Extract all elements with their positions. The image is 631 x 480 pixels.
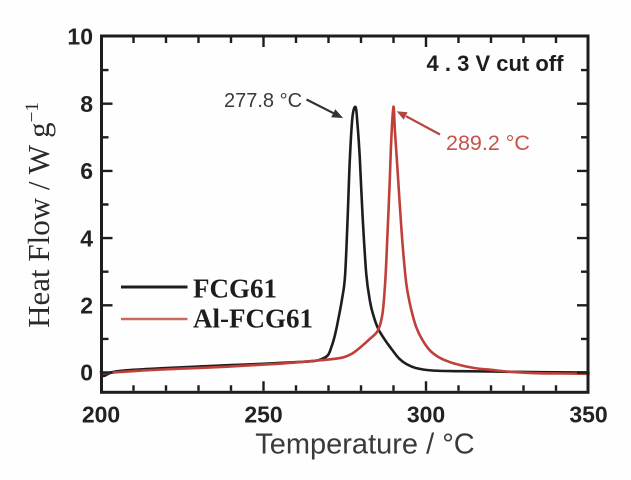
svg-text:6: 6 [80, 158, 93, 184]
svg-text:300: 300 [407, 402, 445, 428]
svg-text:0: 0 [80, 360, 93, 386]
svg-text:4 . 3 V cut off: 4 . 3 V cut off [427, 51, 565, 76]
svg-text:250: 250 [244, 402, 282, 428]
svg-text:277.8 °C: 277.8 °C [224, 90, 302, 112]
svg-text:10: 10 [67, 24, 93, 50]
svg-text:4: 4 [80, 225, 93, 251]
svg-text:350: 350 [569, 402, 607, 428]
svg-text:200: 200 [82, 402, 120, 428]
svg-text:8: 8 [80, 91, 93, 117]
svg-text:Al-FCG61: Al-FCG61 [193, 304, 313, 334]
svg-text:Temperature / °C: Temperature / °C [255, 429, 475, 461]
svg-text:Heat Flow / W g−1: Heat Flow / W g−1 [21, 102, 56, 328]
svg-text:FCG61: FCG61 [193, 274, 277, 304]
svg-text:289.2 °C: 289.2 °C [446, 131, 530, 155]
svg-text:2: 2 [80, 293, 93, 319]
